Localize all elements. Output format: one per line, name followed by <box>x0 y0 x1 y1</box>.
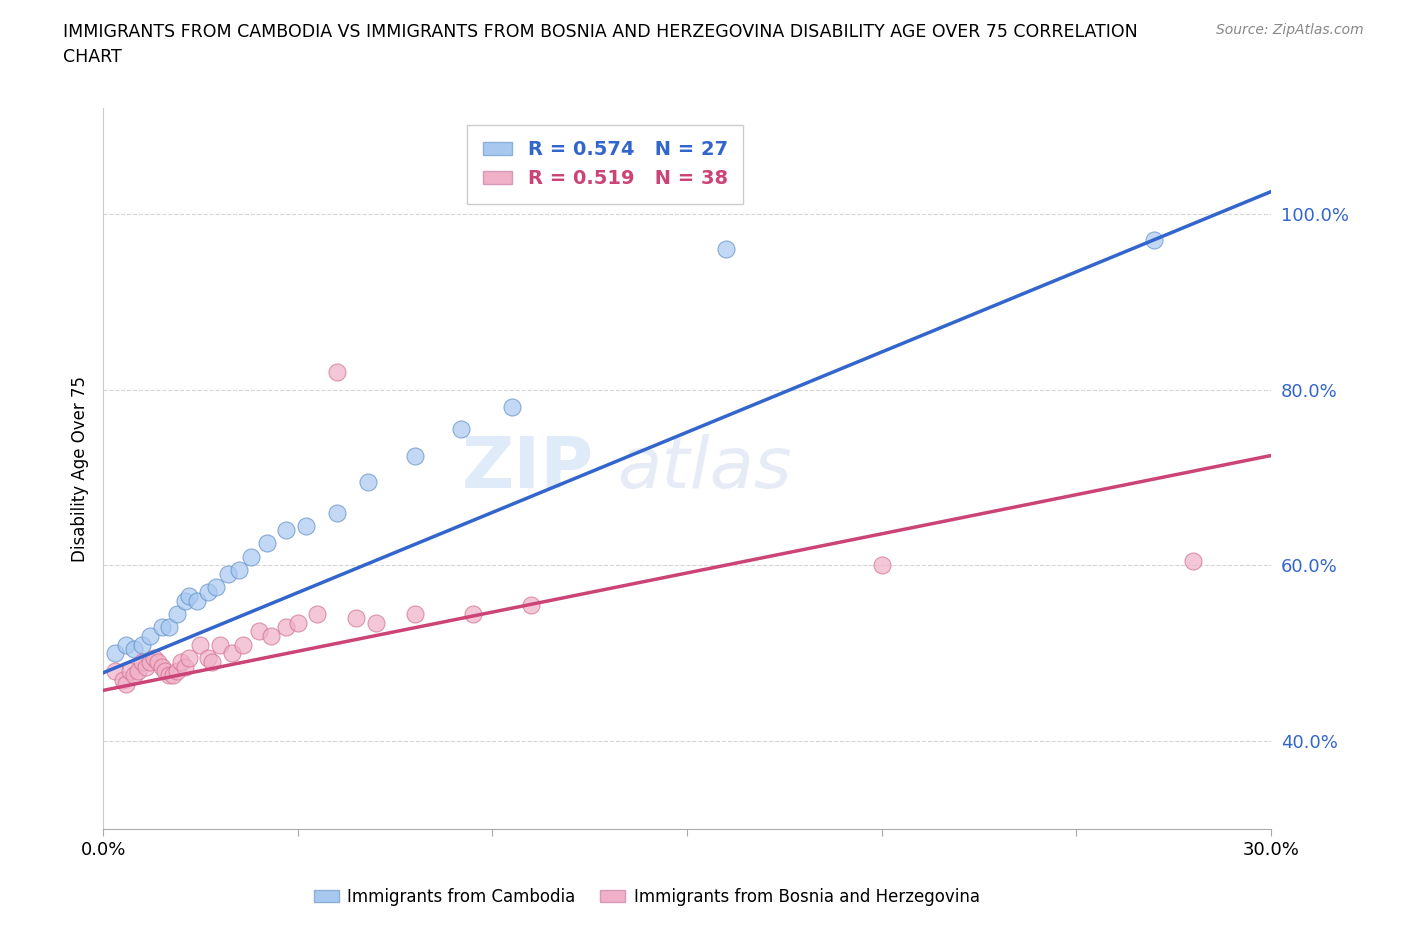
Text: Source: ZipAtlas.com: Source: ZipAtlas.com <box>1216 23 1364 37</box>
Point <box>247 624 270 639</box>
Point <box>221 646 243 661</box>
Point <box>115 637 138 652</box>
Point <box>259 629 281 644</box>
Y-axis label: Disability Age Over 75: Disability Age Over 75 <box>72 376 89 562</box>
Point <box>208 637 231 652</box>
Point <box>520 598 543 613</box>
Point <box>404 606 426 621</box>
Point <box>232 637 254 652</box>
Point <box>177 589 200 604</box>
Point <box>139 629 162 644</box>
Point <box>173 593 195 608</box>
Point <box>325 365 347 379</box>
Point <box>155 664 177 679</box>
Point <box>157 668 180 683</box>
Point <box>197 650 219 665</box>
Point <box>274 523 297 538</box>
Point <box>124 642 146 657</box>
Point <box>166 606 188 621</box>
Point <box>450 421 472 436</box>
Legend: R = 0.574   N = 27, R = 0.519   N = 38: R = 0.574 N = 27, R = 0.519 N = 38 <box>467 125 744 204</box>
Point <box>150 659 173 674</box>
Point <box>1182 553 1205 568</box>
Point <box>111 672 134 687</box>
Point <box>240 550 263 565</box>
Point <box>201 655 224 670</box>
Point <box>325 505 347 520</box>
Point <box>120 664 142 679</box>
Point <box>870 558 893 573</box>
Point <box>139 655 162 670</box>
Point <box>162 668 184 683</box>
Point <box>274 619 297 634</box>
Point <box>217 566 239 581</box>
Point <box>186 593 208 608</box>
Text: IMMIGRANTS FROM CAMBODIA VS IMMIGRANTS FROM BOSNIA AND HERZEGOVINA DISABILITY AG: IMMIGRANTS FROM CAMBODIA VS IMMIGRANTS F… <box>63 23 1137 41</box>
Point <box>150 619 173 634</box>
Point <box>294 518 316 533</box>
Text: atlas: atlas <box>617 434 792 503</box>
Point <box>205 580 228 595</box>
Point <box>190 637 212 652</box>
Point <box>307 606 329 621</box>
Point <box>124 668 146 683</box>
Point <box>135 659 157 674</box>
Point <box>104 646 127 661</box>
Point <box>104 664 127 679</box>
Point <box>357 474 380 489</box>
Point <box>127 664 149 679</box>
Point <box>404 448 426 463</box>
Point <box>115 677 138 692</box>
Text: ZIP: ZIP <box>461 434 593 503</box>
Point <box>197 584 219 599</box>
Point <box>131 655 153 670</box>
Text: CHART: CHART <box>63 48 122 66</box>
Point <box>157 619 180 634</box>
Point <box>170 655 193 670</box>
Point <box>177 650 200 665</box>
Point <box>461 606 484 621</box>
Point <box>287 616 309 631</box>
Point <box>142 650 165 665</box>
Point <box>344 611 367 626</box>
Point <box>131 637 153 652</box>
Point <box>166 664 188 679</box>
Point <box>1143 232 1166 247</box>
Point <box>173 659 195 674</box>
Point <box>364 616 387 631</box>
Point <box>146 655 169 670</box>
Legend: Immigrants from Cambodia, Immigrants from Bosnia and Herzegovina: Immigrants from Cambodia, Immigrants fro… <box>307 881 987 912</box>
Point <box>714 241 737 256</box>
Point <box>228 563 250 578</box>
Point <box>501 400 523 415</box>
Point <box>256 536 278 551</box>
